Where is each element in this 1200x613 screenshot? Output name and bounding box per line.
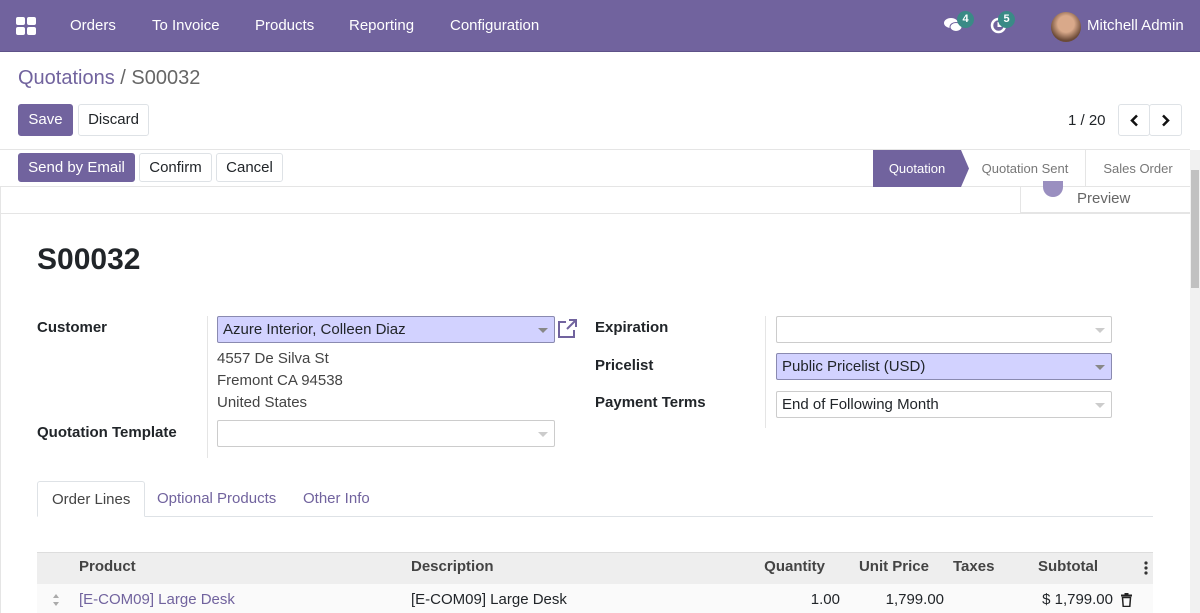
tab-other-info[interactable]: Other Info	[303, 490, 370, 507]
quotation-template-label: Quotation Template	[37, 424, 177, 441]
column-product[interactable]: Product	[79, 558, 136, 575]
status-row: Send by Email Confirm Cancel Quotation Q…	[0, 149, 1190, 187]
column-quantity[interactable]: Quantity	[764, 558, 825, 575]
customer-field[interactable]: Azure Interior, Colleen Diaz	[217, 316, 555, 343]
table-row[interactable]	[37, 584, 1153, 613]
breadcrumb-parent[interactable]: Quotations	[18, 67, 115, 89]
address-line: Fremont CA 94538	[217, 372, 343, 389]
preview-button[interactable]: Preview	[1020, 181, 1191, 213]
pager-value: 1 / 20	[1068, 112, 1106, 129]
menu-configuration[interactable]: Configuration	[450, 17, 540, 34]
scrollbar[interactable]	[1190, 150, 1200, 613]
save-button[interactable]: Save	[18, 104, 73, 136]
chevron-down-icon	[538, 328, 548, 333]
user-menu[interactable]: Mitchell Admin	[1087, 17, 1184, 34]
cell-description[interactable]: [E-COM09] Large Desk	[411, 591, 567, 608]
pricelist-label: Pricelist	[595, 357, 654, 374]
activities-badge: 5	[998, 11, 1015, 28]
form-sheet: Preview	[0, 181, 1191, 613]
apps-menu-icon[interactable]	[16, 17, 36, 35]
top-navbar: Orders To Invoice Products Reporting Con…	[0, 0, 1200, 52]
table-header	[37, 552, 1153, 584]
quotation-template-field[interactable]	[217, 420, 555, 447]
cell-unit-price[interactable]: 1,799.00	[885, 591, 944, 608]
expiration-field[interactable]	[776, 316, 1112, 343]
payment-terms-field[interactable]: End of Following Month	[776, 391, 1112, 418]
menu-orders[interactable]: Orders	[70, 17, 116, 34]
optional-columns-icon[interactable]	[1144, 561, 1148, 575]
menu-products[interactable]: Products	[255, 17, 315, 34]
pager-next-button[interactable]	[1149, 104, 1182, 136]
user-avatar[interactable]	[1051, 12, 1081, 42]
column-description[interactable]: Description	[411, 558, 494, 575]
tab-order-lines[interactable]: Order Lines	[37, 481, 146, 517]
column-unit-price[interactable]: Unit Price	[858, 558, 929, 575]
customer-label: Customer	[37, 319, 108, 336]
breadcrumb: Quotations / S00032	[18, 67, 201, 89]
external-link-icon[interactable]	[557, 319, 578, 339]
column-taxes[interactable]: Taxes	[953, 558, 995, 575]
send-by-email-button[interactable]: Send by Email	[18, 153, 135, 182]
messages-badge: 4	[957, 11, 974, 28]
stage-quotation-sent[interactable]: Quotation Sent	[981, 161, 1069, 176]
chevron-left-icon	[1130, 114, 1138, 127]
globe-icon	[1043, 181, 1063, 197]
stage-sales-order[interactable]: Sales Order	[1085, 150, 1190, 187]
column-subtotal[interactable]: Subtotal	[1038, 558, 1098, 575]
cell-subtotal: $ 1,799.00	[1042, 591, 1113, 608]
discard-button[interactable]: Discard	[78, 104, 149, 136]
address-line: 4557 De Silva St	[217, 350, 329, 367]
stage-quotation[interactable]: Quotation	[873, 150, 969, 187]
pricelist-field[interactable]: Public Pricelist (USD)	[776, 353, 1112, 380]
trash-icon[interactable]	[1121, 593, 1132, 607]
record-title: S00032	[37, 243, 141, 276]
tab-optional-products[interactable]: Optional Products	[157, 490, 277, 507]
payment-terms-label: Payment Terms	[595, 394, 706, 411]
address-line: United States	[217, 394, 308, 411]
pager-previous-button[interactable]	[1118, 104, 1150, 136]
expiration-label: Expiration	[595, 319, 669, 336]
chevron-right-icon	[1161, 114, 1170, 127]
cancel-button[interactable]: Cancel	[216, 153, 283, 182]
confirm-button[interactable]: Confirm	[139, 153, 212, 182]
drag-handle-icon[interactable]	[52, 593, 60, 607]
breadcrumb-current: S00032	[131, 67, 201, 89]
cell-product[interactable]: [E-COM09] Large Desk	[79, 591, 235, 608]
cell-quantity[interactable]: 1.00	[810, 591, 840, 608]
menu-to-invoice[interactable]: To Invoice	[152, 17, 220, 34]
menu-reporting[interactable]: Reporting	[349, 17, 415, 34]
